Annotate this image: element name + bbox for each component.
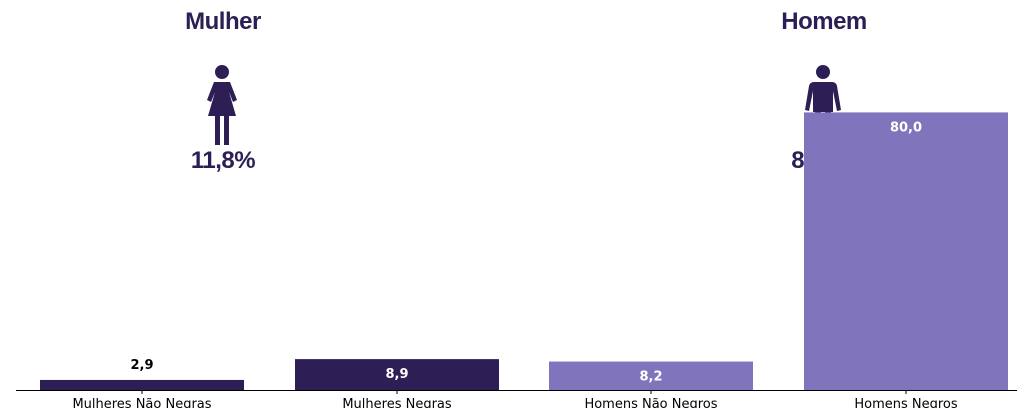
bar-3 <box>804 112 1008 391</box>
x-tick-label-1: Mulheres Negras <box>342 397 452 408</box>
bar-value-label-0: 2,9 <box>130 358 153 373</box>
bar-value-label-3: 80,0 <box>890 120 922 135</box>
man-icon <box>805 65 841 145</box>
bar-value-label-1: 8,9 <box>385 367 408 382</box>
male-title: Homem <box>781 8 867 35</box>
bar-2 <box>549 361 753 390</box>
female-percent: 11,8% <box>190 147 256 174</box>
bar-0 <box>40 379 244 390</box>
bar-value-label-2: 8,2 <box>639 370 662 385</box>
woman-icon <box>207 65 237 145</box>
x-tick-label-0: Mulheres Não Negras <box>72 397 211 408</box>
x-tick-label-3: Homens Negros <box>854 397 958 408</box>
female-title: Mulher <box>185 8 261 35</box>
x-tick-label-2: Homens Não Negros <box>584 397 717 408</box>
bar-1 <box>295 359 499 390</box>
